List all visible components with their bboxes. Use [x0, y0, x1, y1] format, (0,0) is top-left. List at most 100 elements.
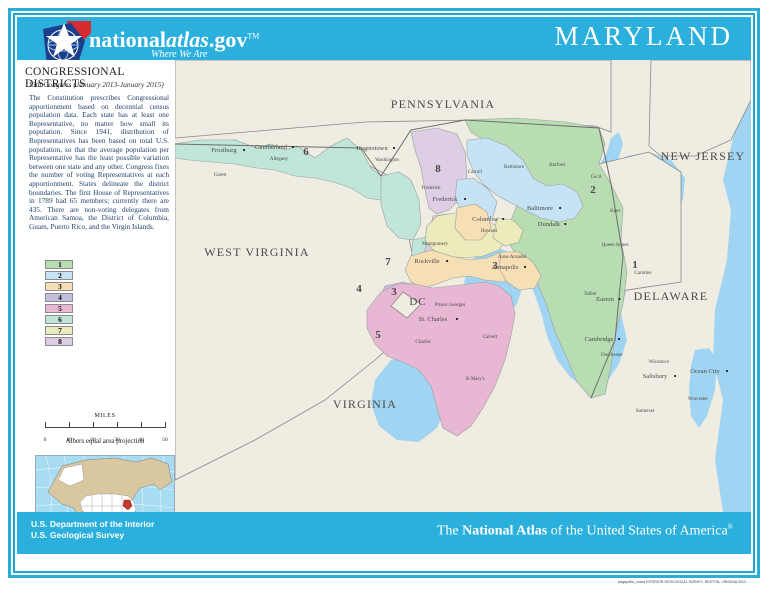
- legend-swatch-6: 6: [45, 315, 73, 324]
- poster: nationalatlas.govTM Where We Are MARYLAN…: [8, 8, 760, 584]
- brand-part-national: national: [89, 27, 167, 52]
- city-dot-frederick: [464, 197, 467, 201]
- county-label-st-mary-s: St Mary's: [465, 377, 484, 382]
- scale-tick-20: [93, 422, 94, 428]
- legend-label-8: 8: [58, 337, 62, 346]
- legend-swatch-2: 2: [45, 271, 73, 280]
- city-label-ocean-city: Ocean City: [690, 368, 720, 375]
- top-banner: nationalatlas.govTM Where We Are MARYLAN…: [17, 17, 751, 67]
- agency-line-2: U.S. Geological Survey: [31, 530, 125, 540]
- scale-tick-label-40: 40: [138, 437, 144, 443]
- sidebar-subheading: 113th Congress (January 2013-January 201…: [25, 80, 164, 89]
- district-3-north-lobe: [454, 203, 492, 241]
- district-region-5: [366, 281, 516, 437]
- registered-mark: ®: [727, 523, 733, 531]
- legend-swatch-1: 1: [45, 260, 73, 269]
- city-label-st--charles: St. Charles: [419, 316, 448, 323]
- bottom-banner: U.S. Department of the Interior U.S. Geo…: [17, 512, 751, 554]
- dc-label-text: DC: [409, 296, 426, 308]
- legend-label-3: 3: [58, 282, 62, 291]
- scale-tick-50: [165, 422, 166, 428]
- district-of-columbia-shape: [390, 291, 422, 319]
- brand-tagline: Where We Are: [151, 49, 208, 60]
- legend-label-2: 2: [58, 271, 62, 280]
- city-dot-salisbury: [674, 374, 677, 378]
- city-label-columbia: Columbia: [472, 216, 498, 223]
- city-label-salisbury: Salisbury: [643, 373, 668, 380]
- city-label-hagerstown: Hagerstown: [356, 145, 388, 152]
- city-label-frostburg: Frostburg: [211, 147, 237, 154]
- scale-tick-0: [45, 422, 46, 428]
- sidebar-heading: CONGRESSIONAL DISTRICTS: [25, 66, 125, 90]
- scale-unit-label: MILES: [94, 413, 116, 419]
- county-label-charles: Charles: [415, 340, 430, 345]
- scale-tick-40: [141, 422, 142, 428]
- sidebar-description: The Constitution prescribes Congressiona…: [29, 93, 169, 231]
- county-label-allegany: Allegany: [270, 157, 289, 162]
- county-label-somerset: Somerset: [636, 409, 655, 414]
- state-title: MARYLAND: [554, 21, 733, 51]
- city-dot-dundalk: [564, 222, 567, 226]
- district-3-annapolis-arm: [498, 251, 542, 291]
- neighbor-state-labels: PENNSYLVANIA WEST VIRGINIA VIRGINIA NEW JER…: [204, 97, 746, 411]
- legend-label-7: 7: [58, 326, 62, 335]
- city-dot-baltimore: [559, 206, 562, 210]
- legend-label-1: 1: [58, 260, 62, 269]
- county-label-howard: Howard: [481, 229, 498, 234]
- print-credit-line: pagepdf/U_mdcd INTERIOR-GEOLOGICAL SURVE…: [617, 580, 746, 584]
- brand-wordmark: nationalatlas.govTM: [89, 27, 259, 53]
- district-number-3: 3: [492, 260, 498, 272]
- district-region-8: [410, 127, 468, 215]
- atlas-footer-title: The National Atlas of the United States …: [437, 523, 733, 540]
- atlas-prefix: The: [436, 523, 463, 539]
- county-label-carroll: Carroll: [468, 170, 483, 175]
- district-number-3: 3: [391, 286, 397, 298]
- district-7-city-arm: [492, 217, 524, 247]
- city-label-frederick: Frederick: [433, 196, 459, 203]
- scale-tick-10: [69, 422, 70, 428]
- district-number-7: 7: [385, 256, 391, 268]
- county-label-frederick: Frederick: [421, 186, 441, 191]
- county-label-calvert: Calvert: [483, 335, 498, 340]
- district-number-5: 5: [375, 329, 381, 341]
- legend-swatch-8: 8: [45, 337, 73, 346]
- scale-bar: MILES 0 10 20 30 40 50 Albers equal area proj…: [35, 413, 175, 451]
- city-labels: Frostburg Cumberland Hagerstown Frederick Co…: [211, 144, 729, 380]
- county-label-caroline: Caroline: [634, 271, 652, 276]
- city-dot-hagerstown: [392, 146, 396, 150]
- scale-bar-line: 0 10 20 30 40 50: [44, 422, 168, 443]
- legend-label-5: 5: [58, 304, 62, 313]
- legend-swatch-3: 3: [45, 282, 73, 291]
- national-atlas-brand[interactable]: nationalatlas.govTM Where We Are: [31, 19, 331, 67]
- agency-credit: U.S. Department of the Interior U.S. Geo…: [31, 519, 154, 541]
- city-label-cambridge: Cambridge: [585, 336, 614, 343]
- trademark-mark: TM: [247, 31, 260, 41]
- city-dot-columbia: [502, 217, 505, 221]
- county-label-wicomico: Wicomico: [649, 360, 670, 365]
- state-label-delaware: DELAWARE: [634, 289, 709, 303]
- state-label-new-jersey: NEW JERSEY: [661, 149, 746, 163]
- city-label-cumberland: Cumberland: [255, 144, 288, 151]
- dc-label: DC: [409, 296, 426, 308]
- city-dot-frostburg: [243, 148, 246, 152]
- state-label-pennsylvania: PENNSYLVANIA: [391, 97, 495, 111]
- legend-label-6: 6: [58, 315, 62, 324]
- county-label-montgomery: Montgomery: [422, 242, 449, 247]
- district-region-2: [466, 137, 584, 223]
- city-dot-annapolis: [524, 265, 527, 269]
- county-label-talbot: Talbot: [584, 292, 597, 297]
- info-sidebar: CONGRESSIONAL DISTRICTS 113th Congress (…: [17, 60, 175, 554]
- projection-note: Albers equal area projection: [65, 437, 145, 445]
- district-number-8: 8: [435, 163, 441, 175]
- district-number-2: 2: [590, 184, 596, 196]
- county-label-kent: Kent: [610, 209, 620, 214]
- county-label-harford: Harford: [549, 163, 565, 168]
- district-number-1: 1: [632, 259, 638, 271]
- city-dot-ocean-city: [725, 369, 729, 373]
- scale-tick-label-30: 30: [114, 437, 120, 443]
- brand-part-gov: .gov: [208, 27, 248, 52]
- county-label-anne-arundel: Anne Arundel: [498, 255, 527, 260]
- city-dot-cambridge: [618, 337, 621, 341]
- city-dot-cumberland: [291, 145, 295, 149]
- city-label-easton: Easton: [596, 296, 614, 303]
